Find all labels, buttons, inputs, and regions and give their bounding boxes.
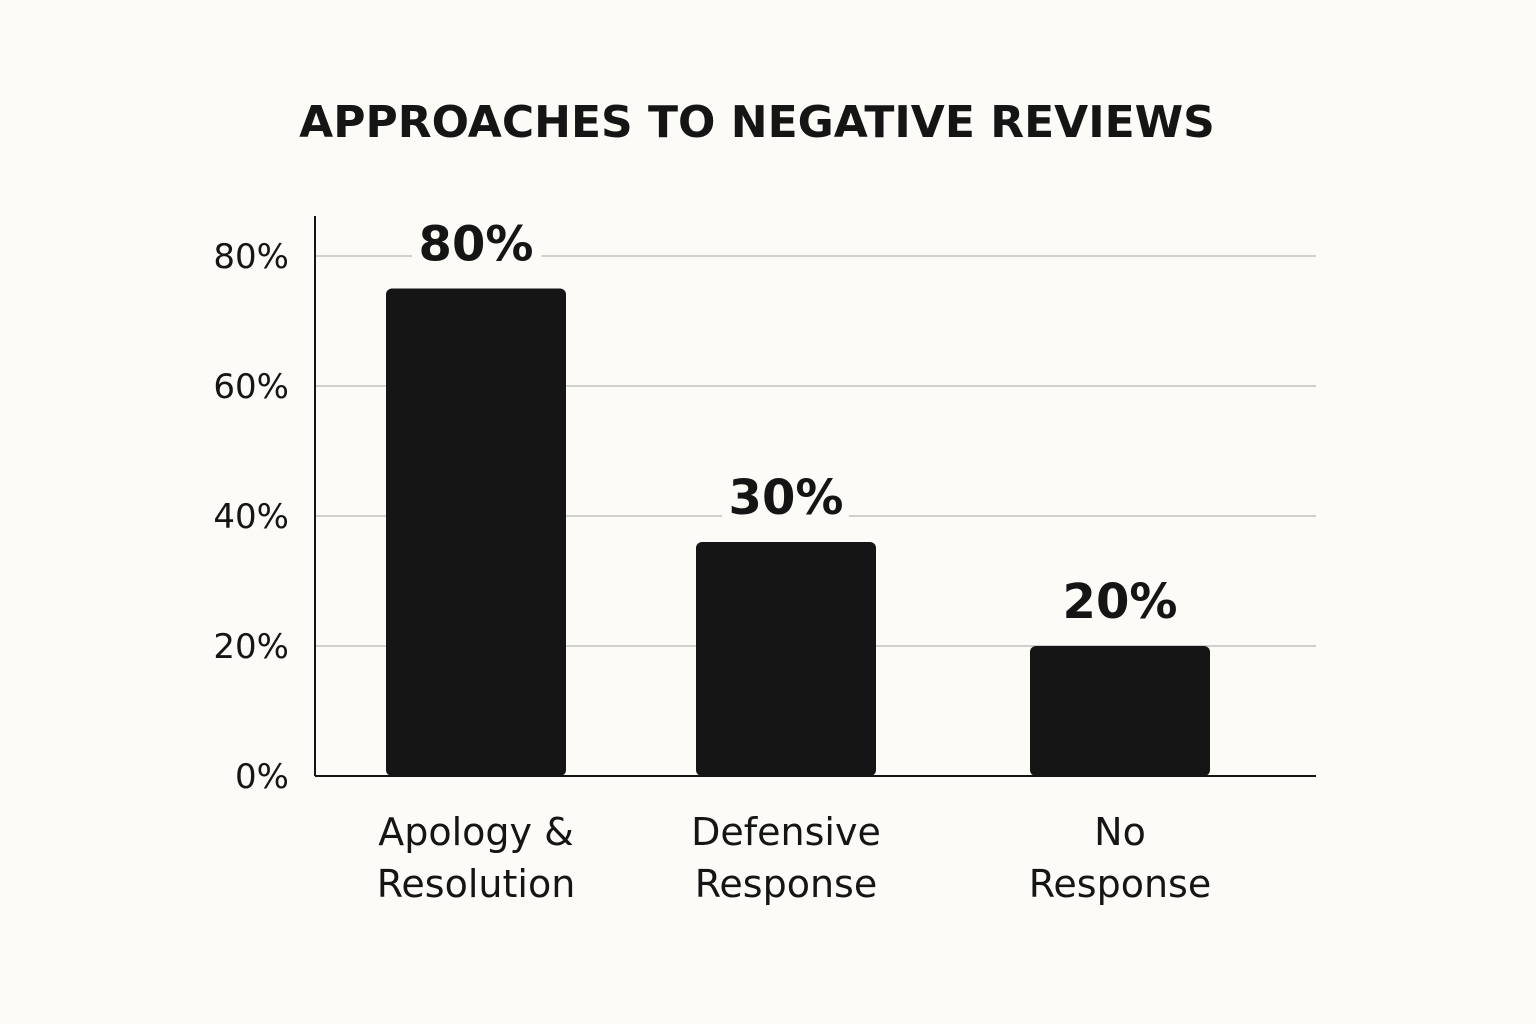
bar-value-label: 80% (419, 217, 534, 273)
y-tick-label: 0% (235, 757, 289, 797)
y-tick-label: 60% (213, 367, 289, 407)
category-label: Response (695, 862, 878, 906)
category-label: Apology & (378, 810, 574, 854)
chart-title: APPROACHES TO NEGATIVE REVIEWS (299, 97, 1215, 148)
category-label: Resolution (377, 862, 576, 906)
bar-value-label: 20% (1063, 574, 1178, 630)
bars (386, 288, 1210, 776)
category-label: Response (1029, 862, 1212, 906)
bar (696, 542, 876, 776)
category-label: No (1094, 810, 1146, 854)
bar-value-label: 30% (729, 470, 844, 526)
value-labels: 80% 30% 20% (409, 207, 1188, 641)
category-label: Defensive (691, 810, 881, 854)
y-tick-label: 20% (213, 627, 289, 667)
bar (386, 288, 566, 776)
y-tick-label: 80% (213, 237, 289, 277)
bar (1030, 646, 1210, 776)
category-labels: Apology & Resolution Defensive Response No Re… (377, 810, 1212, 906)
axes (314, 216, 1316, 777)
y-tick-label: 40% (213, 497, 289, 537)
y-axis-tick-labels: 0% 20% 40% 60% 80% (213, 237, 289, 797)
